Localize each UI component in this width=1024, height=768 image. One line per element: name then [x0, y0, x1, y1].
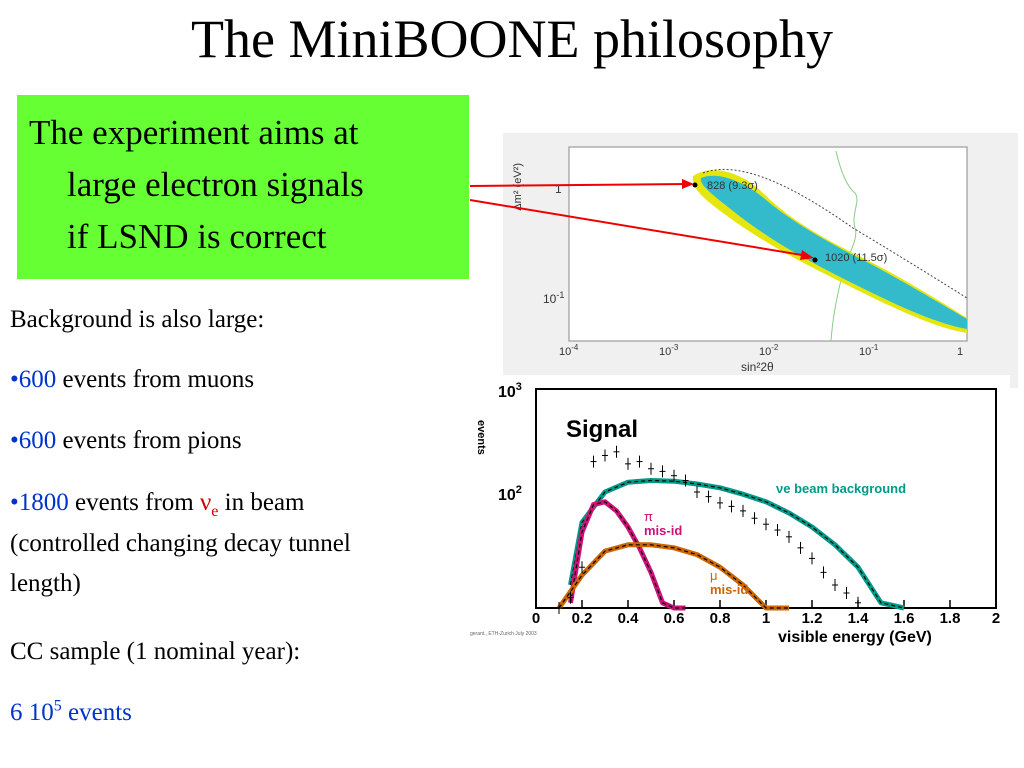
nu-subscript: e [211, 503, 219, 520]
sensitivity-line [702, 168, 968, 299]
arrowhead-b [800, 250, 814, 260]
beam-text-post: in beam [218, 489, 305, 516]
lsnd-boundary-line [830, 150, 858, 342]
signal-xtick-label: 0.8 [710, 610, 731, 627]
point-a-label: 828 (9.3σ) [707, 180, 758, 192]
beam-text-pre: events from [68, 489, 200, 516]
signal-xtick-label: 2 [992, 610, 1000, 627]
signal-xtick-label: 1.4 [848, 610, 870, 627]
pions-text: events from pions [56, 427, 242, 454]
signal-xtick-label: 0 [532, 610, 540, 627]
muons-text: events from muons [56, 366, 255, 393]
signal-xtick-label: 1.2 [802, 610, 823, 627]
background-heading: Background is also large: [10, 306, 265, 333]
controlled-line-2: length) [10, 570, 81, 597]
signal-ylabel: events [475, 420, 487, 455]
signal-credit: gerant., ETH-Zurich July 2003 [470, 631, 537, 637]
legend-nue-beam: νe beam background [776, 481, 906, 496]
upper-xticks: 10-4 10-3 10-2 10-1 1 [559, 343, 963, 358]
legend-mu-misid: mis-id [710, 582, 748, 597]
events-count: 6 105 events [10, 698, 132, 728]
point-b-marker [812, 257, 818, 263]
bullet-dot: • [10, 427, 19, 454]
upper-ytick-1: 1 [555, 182, 562, 196]
controlled-line-1: (controlled changing decay tunnel [10, 530, 351, 557]
legend-mu-symbol: μ [710, 568, 718, 583]
signal-xtick-label: 0.2 [572, 610, 593, 627]
callout-line-3: if LSND is correct [67, 217, 327, 256]
cc-sample: CC sample (1 nominal year): [10, 638, 301, 665]
upper-ylabel: Δm² (eV²) [512, 163, 524, 211]
allowed-region-inner [700, 175, 967, 329]
bullet-dot: • [10, 489, 19, 516]
nu-symbol: ν [199, 489, 212, 516]
upper-xtick-label: 1 [957, 346, 963, 358]
beam-count: 1800 [18, 489, 69, 516]
callout-line-1: The experiment aims at [29, 113, 359, 152]
events-word: events [61, 699, 132, 726]
events-base: 6 10 [10, 699, 54, 726]
upper-xlabel: sin²2θ [741, 360, 774, 374]
series-line-2 [558, 544, 789, 609]
signal-xlabel: visible energy (GeV) [778, 629, 932, 646]
series-line-0 [569, 479, 905, 609]
series-line-1 [569, 501, 686, 609]
arrowhead-a [682, 179, 694, 189]
signal-ytick-2: 102 [498, 484, 522, 504]
upper-xtick-label: 10-4 [559, 343, 579, 358]
legend-pi-symbol: π [644, 509, 653, 524]
signal-ytick-1: 103 [498, 381, 522, 401]
bullet-dot: • [10, 366, 19, 393]
callout-line-2: large electron signals [67, 165, 364, 204]
signal-xtick-label: 0.6 [664, 610, 685, 627]
upper-xtick-label: 10-2 [759, 343, 779, 358]
upper-xtick-label: 10-1 [859, 343, 879, 358]
oscillation-plot: 828 (9.3σ) 1020 (11.5σ) Δm² (eV²) 1 10-1… [503, 133, 1018, 388]
events-exp: 5 [53, 697, 62, 715]
muons-count: 600 [18, 366, 57, 393]
bullet-muons: •600 events from muons [10, 365, 254, 395]
signal-xtick-label: 0.4 [618, 610, 640, 627]
arrow-to-point-a [469, 183, 689, 187]
upper-ytick-2: 10-1 [543, 290, 564, 306]
legend-pi-misid: mis-id [644, 523, 682, 538]
upper-xtick-label: 10-3 [659, 343, 679, 358]
page-title: The MiniBOONE philosophy [191, 9, 833, 69]
point-b-label: 1020 (11.5σ) [825, 252, 887, 264]
signal-xtick-label: 1.6 [894, 610, 915, 627]
signal-xtick-label: 1 [762, 610, 770, 627]
arrow-to-point-b [469, 199, 809, 257]
signal-xtick-label: 1.8 [940, 610, 961, 627]
point-a-marker [692, 182, 698, 188]
signal-title: Signal [566, 416, 638, 443]
bullet-beam: •1800 events from νe in beam [10, 488, 305, 520]
signal-series [556, 445, 905, 614]
callout-box: The experiment aims at large electron si… [17, 95, 469, 279]
pions-count: 600 [18, 427, 57, 454]
bullet-pions: •600 events from pions [10, 426, 242, 456]
signal-chart: Signal events 103 102 0 0.2 0.4 0.6 0.8 1 1.2 1… [470, 375, 1010, 650]
